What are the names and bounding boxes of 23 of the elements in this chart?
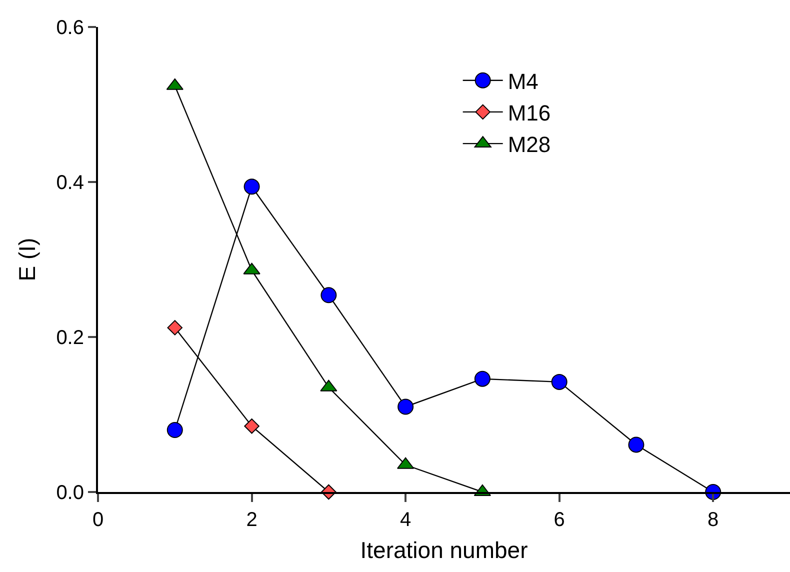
point [551, 374, 568, 390]
x-tick-label: 8 [708, 509, 719, 531]
point [320, 287, 337, 304]
x-tick-label: 0 [92, 509, 104, 531]
x-axis-title: Iteration number [360, 537, 528, 564]
legend-label: M4 [508, 68, 538, 94]
y-tick-label: 0.2 [56, 327, 84, 349]
point [474, 370, 490, 387]
point [628, 436, 644, 453]
x-tick-label: 2 [246, 509, 258, 531]
y-tick-label: 0.4 [56, 172, 84, 194]
point [244, 178, 260, 195]
point [398, 398, 414, 415]
point [166, 422, 183, 438]
point [244, 418, 260, 434]
y-axis-title: E (I) [14, 238, 40, 282]
x-tick-label: 6 [554, 509, 565, 531]
legend-label: M16 [508, 100, 551, 126]
x-tick-label: 4 [400, 509, 412, 531]
point [167, 320, 183, 336]
y-tick-label: 0.6 [56, 17, 84, 39]
y-tick-label: 0.0 [56, 482, 84, 504]
legend-label: M28 [508, 132, 551, 158]
